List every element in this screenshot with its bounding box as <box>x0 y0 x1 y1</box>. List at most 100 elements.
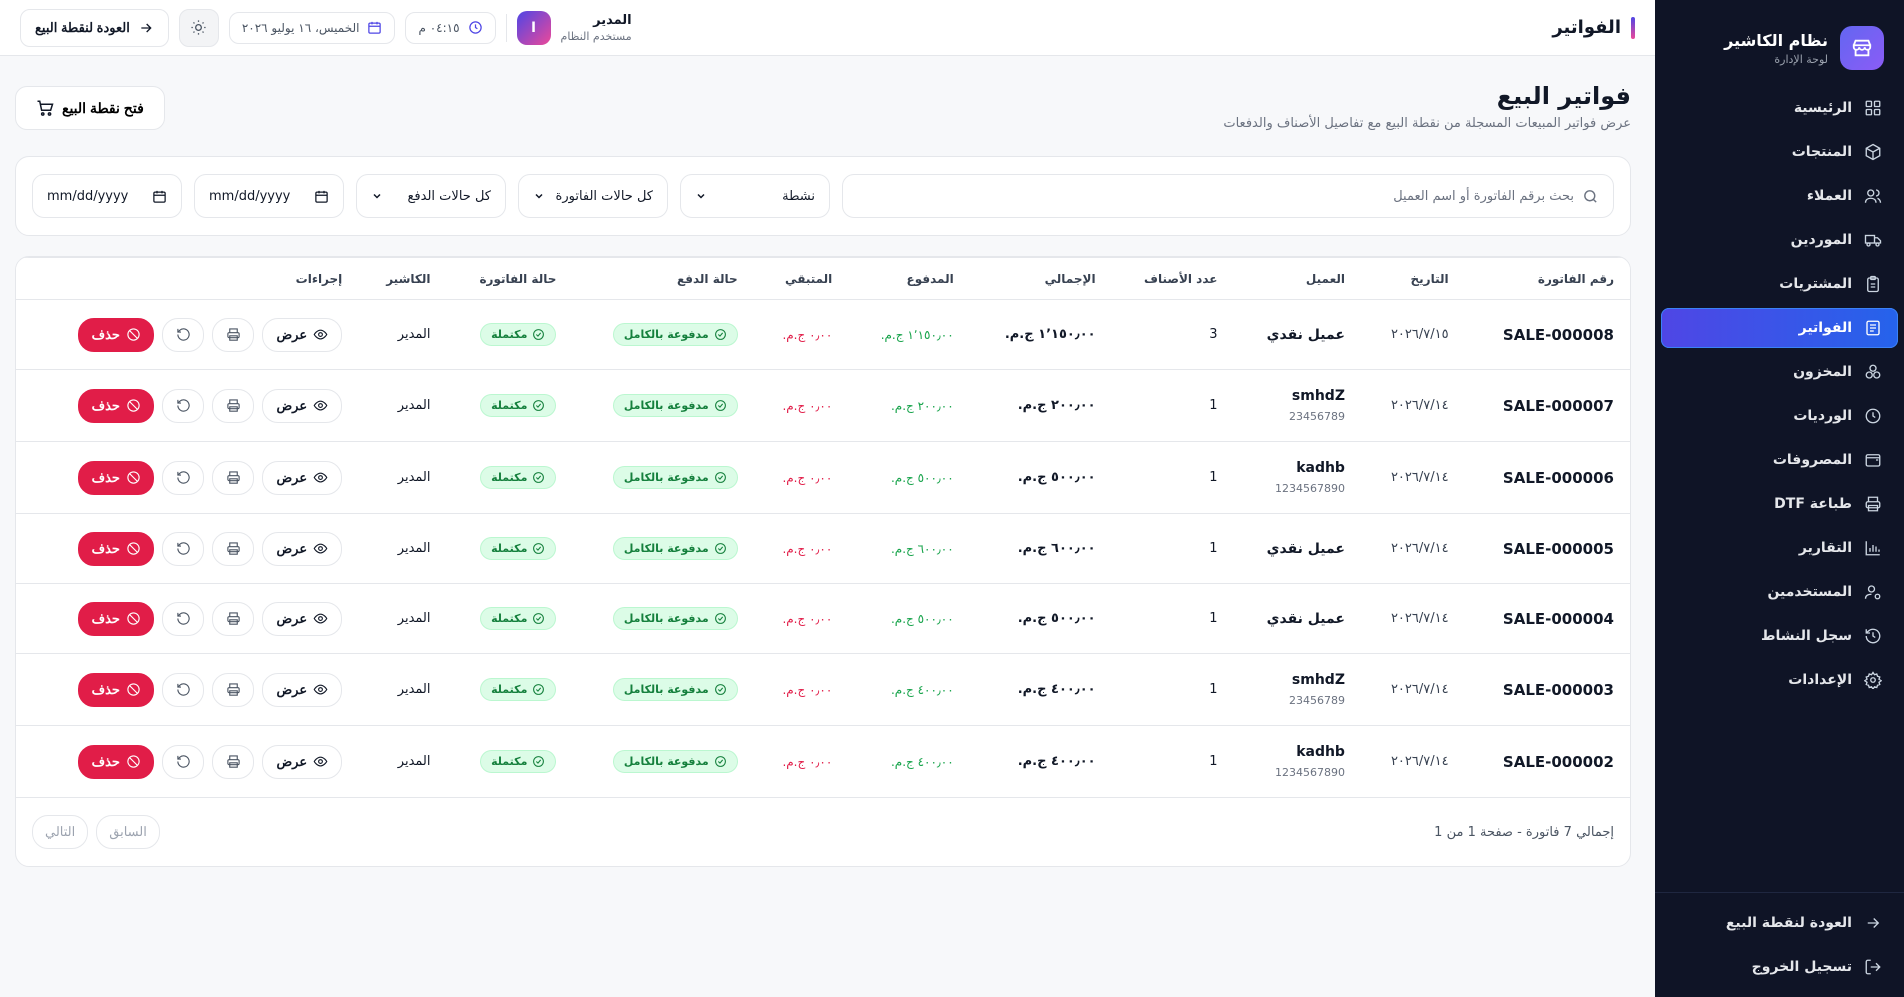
payment-status-select[interactable]: كل حالات الدفع <box>356 174 506 218</box>
delete-button[interactable]: حذف <box>78 744 155 779</box>
invoice-total: ١٬١٥٠٫٠٠ ج.م. <box>969 299 1112 370</box>
sidebar-item-11[interactable]: المستخدمين <box>1661 572 1898 612</box>
ban-icon <box>127 471 140 484</box>
view-button[interactable]: عرض <box>262 460 343 495</box>
view-label: عرض <box>276 753 308 769</box>
invoice-paid: ٢٠٠٫٠٠ ج.م. <box>848 369 970 442</box>
prev-page-button[interactable]: السابق <box>96 815 160 849</box>
status-select[interactable]: نشطة <box>680 174 830 218</box>
check-circle-icon <box>533 543 545 554</box>
invoice-date: ٢٠٢٦/٧/١٤ <box>1360 653 1465 726</box>
date-display: الخميس، ١٦ يوليو ٢٠٢٦ <box>228 11 396 44</box>
refund-button[interactable] <box>162 531 205 566</box>
delete-button[interactable]: حذف <box>78 601 155 636</box>
sidebar-item-1[interactable]: المنتجات <box>1661 132 1898 172</box>
view-button[interactable]: عرض <box>262 672 343 707</box>
sidebar-item-4[interactable]: المشتريات <box>1661 264 1898 304</box>
delete-button[interactable]: حذف <box>78 388 155 423</box>
page-subtitle: عرض فواتير المبيعات المسجلة من نقطة البي… <box>1223 116 1631 131</box>
view-button[interactable]: عرض <box>262 744 343 779</box>
row-actions: عرض حذف <box>32 601 343 636</box>
invoice-remaining: ٠٫٠٠ ج.م. <box>753 513 849 584</box>
back-to-pos-button[interactable]: العودة لنقطة البيع <box>20 8 169 47</box>
invoice-total: ٥٠٠٫٠٠ ج.م. <box>969 441 1112 514</box>
customer-name: عميل نقدي <box>1266 610 1345 627</box>
invoice-number[interactable]: SALE-000005 <box>1502 539 1614 558</box>
invoice-number[interactable]: SALE-000007 <box>1502 396 1614 415</box>
date-from-value: mm/dd/yyyy <box>209 188 291 204</box>
sidebar-item-13[interactable]: الإعدادات <box>1661 660 1898 700</box>
view-button[interactable]: عرض <box>262 601 343 636</box>
sidebar-bottom: العودة لنقطة البيع تسجيل الخروج <box>1655 892 1904 997</box>
invoice-status-select[interactable]: كل حالات الفاتورة <box>518 174 668 218</box>
check-circle-icon <box>714 613 726 624</box>
check-circle-icon <box>533 329 545 340</box>
open-pos-button[interactable]: فتح نقطة البيع <box>15 86 165 130</box>
refund-button[interactable] <box>162 601 205 636</box>
calendar-icon <box>368 21 382 34</box>
view-button[interactable]: عرض <box>262 317 343 352</box>
table-row[interactable]: SALE-000002 ٢٠٢٦/٧/١٤ kadhb 1234567890 1 ٤٠٠٫… <box>16 725 1630 798</box>
payment-status-label: مدفوعة بالكامل <box>623 612 709 625</box>
user-name: المدير <box>593 12 632 28</box>
payment-status-badge: مدفوعة بالكامل <box>612 607 738 630</box>
invoice-number[interactable]: SALE-000006 <box>1502 468 1614 487</box>
invoice-number[interactable]: SALE-000002 <box>1502 752 1614 771</box>
view-button[interactable]: عرض <box>262 531 343 566</box>
sidebar-item-7[interactable]: الورديات <box>1661 396 1898 436</box>
delete-button[interactable]: حذف <box>78 460 155 495</box>
search-input[interactable]: بحث برقم الفاتورة أو اسم العميل <box>842 174 1614 218</box>
check-circle-icon <box>533 684 545 695</box>
table-row[interactable]: SALE-000007 ٢٠٢٦/٧/١٤ smhdZ 23456789 1 ٢٠٠٫٠٠… <box>16 369 1630 442</box>
table-row[interactable]: SALE-000006 ٢٠٢٦/٧/١٤ kadhb 1234567890 1 ٥٠٠٫… <box>16 441 1630 514</box>
sidebar-item-8[interactable]: المصروفات <box>1661 440 1898 480</box>
invoice-number[interactable]: SALE-000008 <box>1502 325 1614 344</box>
sidebar-item-label: سجل النشاط <box>1760 628 1852 644</box>
sidebar-back-to-pos[interactable]: العودة لنقطة البيع <box>1661 903 1898 943</box>
boxes-icon <box>1865 364 1881 379</box>
eye-icon <box>313 613 328 624</box>
print-button[interactable] <box>212 460 255 495</box>
sidebar-logout[interactable]: تسجيل الخروج <box>1661 947 1898 987</box>
sidebar-item-10[interactable]: التقارير <box>1661 528 1898 568</box>
sidebar: نظام الكاشير لوحة الإدارة الرئيسية المنتج… <box>1655 0 1904 997</box>
sidebar-item-2[interactable]: العملاء <box>1661 176 1898 216</box>
sidebar-item-0[interactable]: الرئيسية <box>1661 88 1898 128</box>
table-row[interactable]: SALE-000004 ٢٠٢٦/٧/١٤ عميل نقدي 1 ٥٠٠٫٠٠ ج.م… <box>16 583 1630 654</box>
date-to-input[interactable]: mm/dd/yyyy <box>32 174 182 218</box>
sidebar-item-12[interactable]: سجل النشاط <box>1661 616 1898 656</box>
print-button[interactable] <box>212 601 255 636</box>
refund-button[interactable] <box>162 672 205 707</box>
sidebar-item-9[interactable]: طباعة DTF <box>1661 484 1898 524</box>
print-button[interactable] <box>212 744 255 779</box>
refund-button[interactable] <box>162 317 205 352</box>
invoice-number[interactable]: SALE-000003 <box>1502 680 1614 699</box>
printer-icon <box>227 755 240 768</box>
print-button[interactable] <box>212 531 255 566</box>
page-content: فواتير البيع عرض فواتير المبيعات المسجلة… <box>0 56 1655 867</box>
invoice-number[interactable]: SALE-000004 <box>1502 609 1614 628</box>
next-page-button[interactable]: التالي <box>32 815 89 849</box>
table-row[interactable]: SALE-000008 ٢٠٢٦/٧/١٥ عميل نقدي 3 ١٬١٥٠٫٠٠ ج… <box>16 299 1630 370</box>
view-button[interactable]: عرض <box>262 388 343 423</box>
sidebar-item-3[interactable]: الموردين <box>1661 220 1898 260</box>
refund-button[interactable] <box>162 744 205 779</box>
date-from-input[interactable]: mm/dd/yyyy <box>194 174 344 218</box>
refund-button[interactable] <box>162 460 205 495</box>
sidebar-item-6[interactable]: المخزون <box>1661 352 1898 392</box>
print-button[interactable] <box>212 388 255 423</box>
print-button[interactable] <box>212 317 255 352</box>
theme-toggle-button[interactable] <box>178 8 219 47</box>
print-button[interactable] <box>212 672 255 707</box>
table-row[interactable]: SALE-000005 ٢٠٢٦/٧/١٤ عميل نقدي 1 ٦٠٠٫٠٠ ج.م… <box>16 513 1630 584</box>
delete-button[interactable]: حذف <box>78 672 155 707</box>
sidebar-item-label: الموردين <box>1790 232 1852 248</box>
delete-button[interactable]: حذف <box>78 317 155 352</box>
delete-button[interactable]: حذف <box>78 531 155 566</box>
table-row[interactable]: SALE-000003 ٢٠٢٦/٧/١٤ smhdZ 23456789 1 ٤٠٠٫٠٠… <box>16 653 1630 726</box>
sidebar-item-5[interactable]: الفواتير <box>1661 308 1898 348</box>
sidebar-nav: الرئيسية المنتجات العملاء الموردين المشتريات… <box>1655 88 1904 700</box>
check-circle-icon <box>714 329 726 340</box>
user-menu[interactable]: ا المدير مستخدم النظام <box>516 10 632 45</box>
refund-button[interactable] <box>162 388 205 423</box>
